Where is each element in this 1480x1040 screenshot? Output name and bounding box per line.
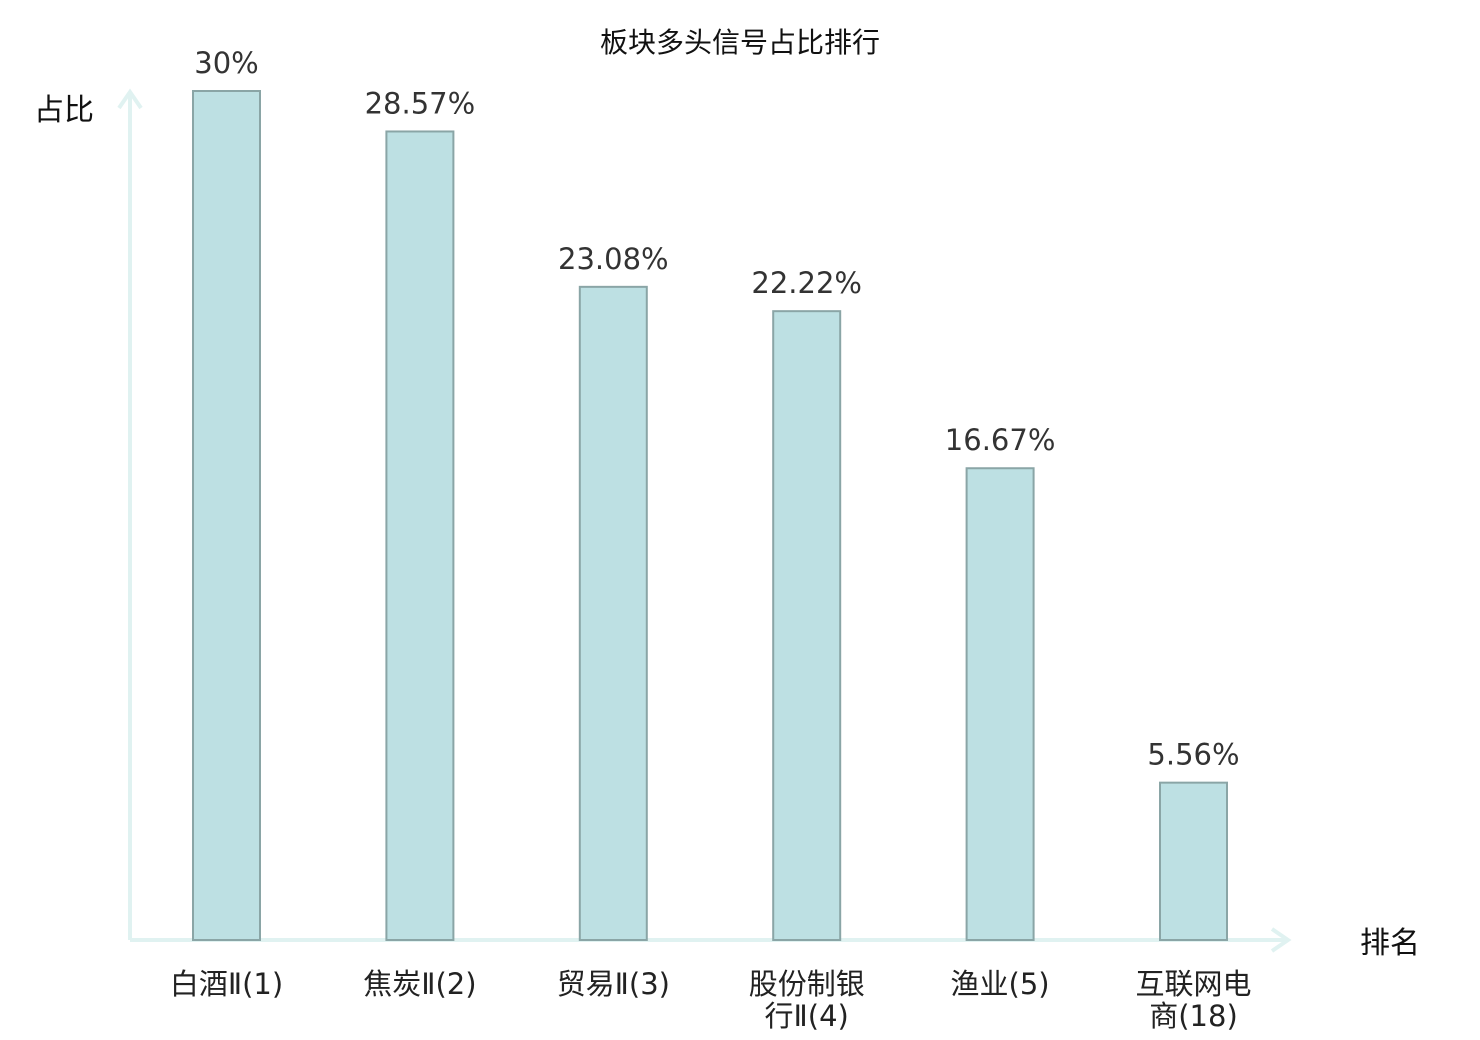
value-label-5: 16.67%	[945, 423, 1056, 457]
value-label-2: 28.57%	[365, 86, 476, 120]
category-label-6-line-2: 商(18)	[1149, 999, 1238, 1033]
bar-2	[385, 130, 455, 941]
x-axis-label: 排名	[1360, 926, 1420, 961]
category-label-3: 贸易Ⅱ(3)	[557, 967, 670, 1001]
value-label-4: 22.22%	[751, 266, 862, 300]
bar-5	[965, 467, 1035, 941]
category-label-4-line-2: 行Ⅱ(4)	[765, 999, 849, 1033]
bar-6	[1159, 781, 1228, 941]
bar-3	[578, 285, 648, 941]
category-label-4-line-1: 股份制银	[749, 967, 865, 1001]
bar-series: 30% 白酒Ⅱ(1) 28.57% 焦炭Ⅱ(2) 23.08% 贸易Ⅱ(3) 22.22% 股…	[170, 46, 1252, 1033]
chart-title: 板块多头信号占比排行	[600, 26, 880, 59]
x-axis-arrow	[1270, 927, 1292, 953]
value-label-6: 5.56%	[1147, 738, 1239, 772]
category-label-6-line-1: 互联网电	[1135, 967, 1251, 1001]
y-axis-label: 占比	[34, 93, 94, 128]
value-label-1: 30%	[194, 46, 258, 80]
bar-1	[192, 90, 261, 941]
category-label-5: 渔业(5)	[951, 967, 1050, 1001]
category-label-1: 白酒Ⅱ(1)	[170, 967, 283, 1001]
value-label-3: 23.08%	[558, 242, 669, 276]
y-axis-arrow	[117, 88, 143, 110]
bar-4	[772, 310, 842, 941]
category-label-2: 焦炭Ⅱ(2)	[363, 967, 476, 1001]
